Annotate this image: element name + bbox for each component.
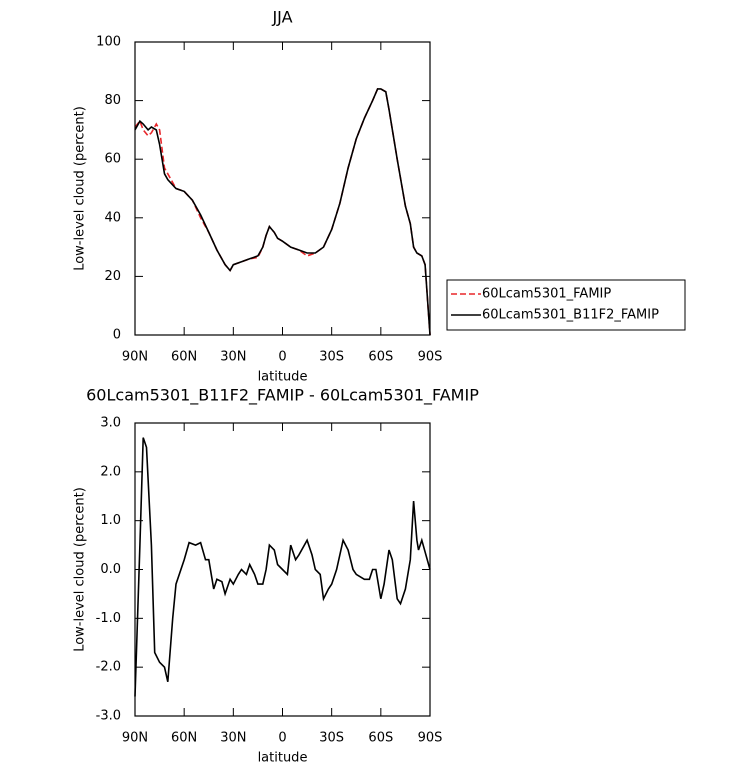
y-tick-label: -1.0 bbox=[96, 611, 121, 626]
x-axis-label: latitude bbox=[258, 370, 308, 385]
y-tick-label: 3.0 bbox=[100, 416, 121, 431]
y-tick-label: 80 bbox=[104, 93, 121, 108]
x-tick-label: 0 bbox=[278, 731, 286, 746]
x-axis-label: latitude bbox=[258, 751, 308, 766]
legend-label: 60Lcam5301_B11F2_FAMIP bbox=[482, 308, 659, 323]
x-tick-label: 90N bbox=[122, 350, 148, 365]
x-tick-label: 30S bbox=[319, 350, 344, 365]
chart-title: 60Lcam5301_B11F2_FAMIP - 60Lcam5301_FAMI… bbox=[86, 386, 479, 406]
legend-box bbox=[446, 279, 686, 331]
x-tick-label: 90N bbox=[122, 731, 148, 746]
y-tick-label: 0.0 bbox=[100, 562, 121, 577]
x-tick-label: 60N bbox=[171, 731, 197, 746]
y-tick-label: -2.0 bbox=[96, 660, 121, 675]
x-tick-label: 30N bbox=[220, 731, 246, 746]
x-tick-label: 0 bbox=[278, 350, 286, 365]
data-line bbox=[134, 88, 431, 336]
plot-frame bbox=[134, 41, 431, 336]
x-tick-label: 90S bbox=[418, 731, 443, 746]
y-axis-label: Low-level cloud (percent) bbox=[73, 106, 88, 271]
y-axis-label: Low-level cloud (percent) bbox=[73, 487, 88, 652]
x-tick-label: 60S bbox=[368, 350, 393, 365]
y-tick-label: 60 bbox=[104, 152, 121, 167]
x-tick-label: 60N bbox=[171, 350, 197, 365]
y-tick-label: -3.0 bbox=[96, 709, 121, 724]
y-tick-label: 40 bbox=[104, 210, 121, 225]
chart-title: JJA bbox=[271, 8, 292, 27]
y-tick-label: 1.0 bbox=[100, 513, 121, 528]
y-tick-label: 100 bbox=[96, 35, 121, 50]
y-tick-label: 2.0 bbox=[100, 464, 121, 479]
x-tick-label: 30N bbox=[220, 350, 246, 365]
y-tick-label: 0 bbox=[113, 328, 121, 343]
data-line bbox=[134, 88, 431, 336]
x-tick-label: 60S bbox=[368, 731, 393, 746]
data-line bbox=[134, 437, 431, 697]
x-tick-label: 30S bbox=[319, 731, 344, 746]
x-tick-label: 90S bbox=[418, 350, 443, 365]
legend-label: 60Lcam5301_FAMIP bbox=[482, 287, 611, 302]
y-tick-label: 20 bbox=[104, 269, 121, 284]
